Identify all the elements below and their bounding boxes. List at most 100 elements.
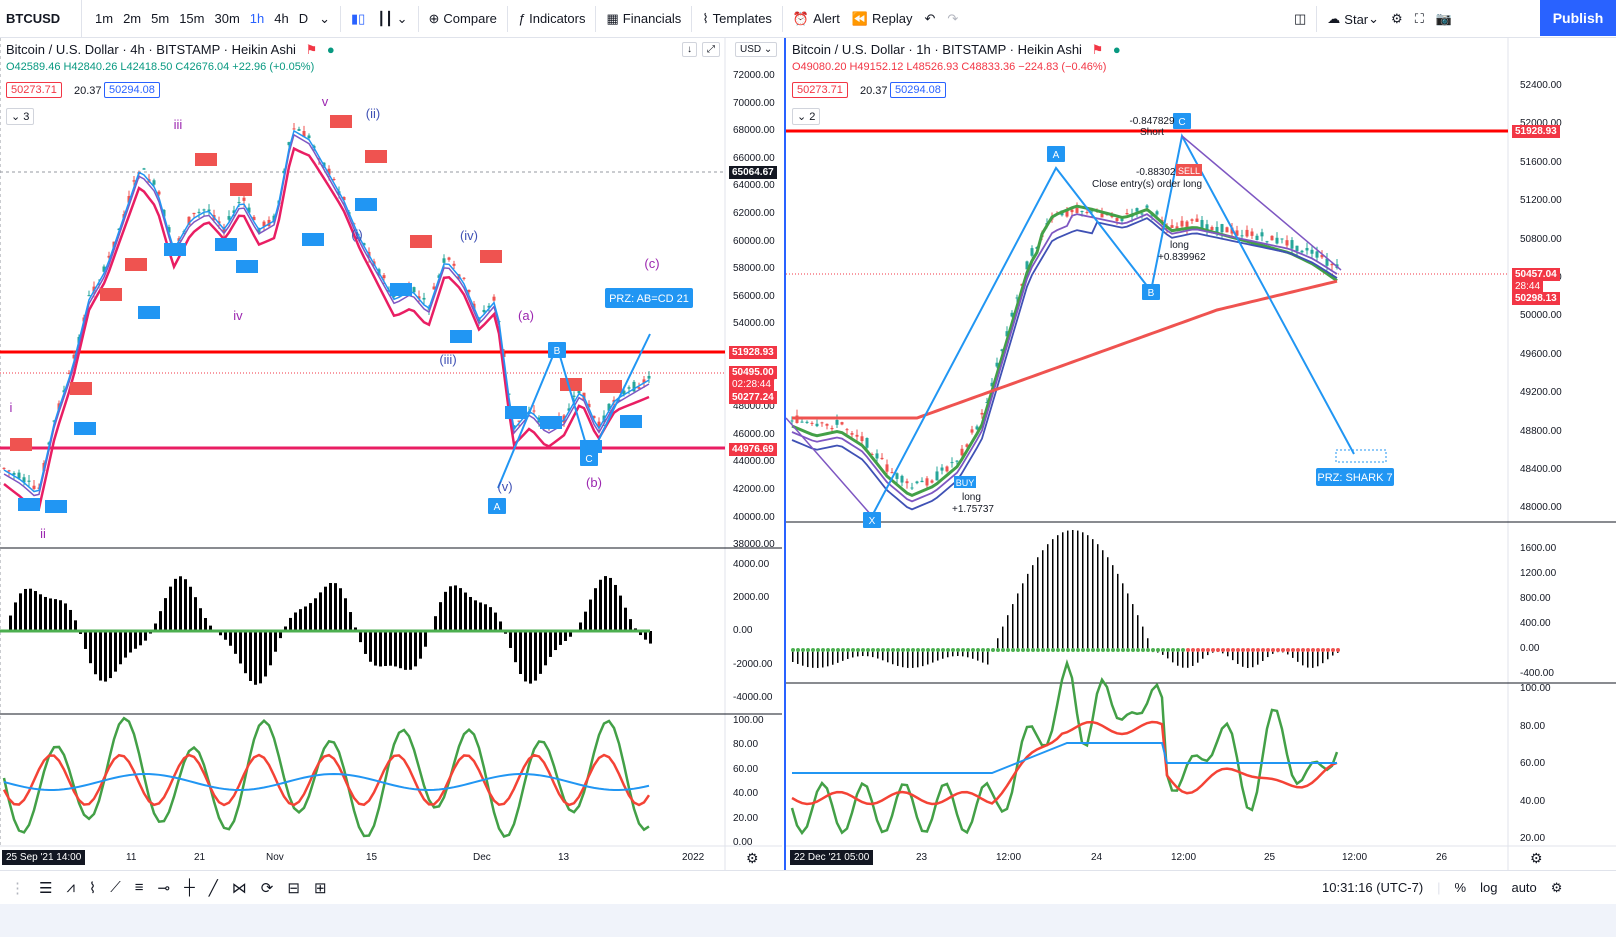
right-candle-body (1315, 251, 1319, 258)
ray-icon[interactable]: ╱ (208, 879, 218, 897)
bar-style-icon[interactable]: ▮▯ (351, 10, 366, 26)
left-osc-bar (584, 611, 587, 631)
fullscreen-icon[interactable]: ⛶ (1414, 11, 1424, 26)
indicators-button[interactable]: ƒ Indicators (517, 11, 586, 26)
timeframe-2m[interactable]: 2m (123, 11, 142, 26)
right-osc-dot (1226, 648, 1230, 652)
cloud-icon[interactable]: ☁ Star ⌄ (1327, 11, 1380, 27)
right-osc-dot (1136, 648, 1140, 652)
gear-icon[interactable]: ⚙ (1391, 11, 1403, 26)
left-osc-bar (64, 603, 67, 631)
left-candle-body (467, 289, 471, 293)
maximize-icon[interactable]: ⤢ (702, 42, 720, 57)
left-chart-panel[interactable]: A B C PRZ: AB=CD 21 iii v iv ii i (ii) (i) (iii) (iv… (0, 38, 782, 870)
right-osc-dot (1301, 648, 1305, 652)
right-osc-dot (1171, 648, 1175, 652)
timeframe-5m[interactable]: 5m (151, 11, 170, 26)
percent-toggle[interactable]: % (1454, 880, 1467, 895)
pattern-icon[interactable]: ⩘ (66, 879, 75, 896)
xabcd-icon[interactable]: ⋈ (231, 879, 247, 897)
right-candle-body (1000, 349, 1004, 352)
redo-icon[interactable]: ↷ (947, 10, 959, 26)
right-settings-gear-icon[interactable]: ⚙ (1530, 850, 1543, 866)
right-countdown-tag: 28:44 (1512, 280, 1544, 293)
left-osc-bar (264, 631, 267, 677)
right-price-label: 48800.00 (1520, 425, 1562, 437)
left-osc-bar (474, 600, 477, 631)
close-entry-label: Close entry(s) order long (1092, 179, 1202, 190)
compare-button[interactable]: ⊕ Compare (428, 10, 497, 27)
wave-icon[interactable]: ⌇ (88, 879, 97, 897)
financials-button[interactable]: ▦ Financials (606, 10, 682, 27)
left-candle-body (207, 209, 211, 212)
candle-style-icon[interactable]: ┃┃ ⌄ (377, 10, 408, 26)
timeframe-D[interactable]: D (298, 11, 309, 26)
right-osc-bar (837, 650, 839, 663)
right-osc-dot (956, 648, 960, 652)
right-osc-dot (971, 648, 975, 652)
drag-handle-icon[interactable]: ⋮ (10, 879, 25, 897)
right-collapse-button[interactable]: ⌄ 2 (792, 108, 821, 125)
right-chart-panel[interactable]: X A B C PRZ: SHARK 7 -0.847829 Short -0.883026 C… (784, 38, 1616, 870)
horizontal-ray-icon[interactable]: ⊸ (157, 879, 171, 897)
right-point-x-bg (863, 512, 881, 528)
right-candle-body (915, 481, 919, 484)
left-osc-bar (44, 596, 47, 631)
pitchfork-icon[interactable]: ≡ (134, 879, 144, 896)
left-candle-body (192, 212, 196, 215)
timeframe-30m[interactable]: 30m (214, 11, 240, 26)
right-candle-body (1275, 237, 1279, 244)
left-bid-box[interactable]: 50273.71 (6, 82, 62, 98)
left-collapse-button[interactable]: ⌄ 3 (6, 108, 35, 125)
left-settings-gear-icon[interactable]: ⚙ (746, 850, 759, 866)
chevron-down-icon[interactable]: ⌄ (319, 10, 331, 26)
log-toggle[interactable]: log (1480, 880, 1498, 895)
timeframe-4h[interactable]: 4h (274, 11, 289, 26)
right-osc-dot (1111, 648, 1115, 652)
left-osc-bar (119, 631, 122, 665)
right-prz-label: PRZ: SHARK 7 (1317, 472, 1392, 484)
undo-icon[interactable]: ↶ (924, 10, 936, 26)
right-bid-box[interactable]: 50273.71 (792, 82, 848, 98)
replay-button[interactable]: ⏪ Replay (851, 10, 913, 27)
templates-button[interactable]: ⌇ Templates (702, 10, 772, 27)
left-osc-bar (384, 631, 387, 667)
fib-icon[interactable]: ┼ (184, 879, 195, 896)
clock-time[interactable]: 10:31:16 (UTC-7) (1322, 880, 1424, 895)
trendline-icon[interactable]: ⟋ (110, 879, 121, 896)
timeframe-1h[interactable]: 1h (249, 11, 265, 26)
publish-button[interactable]: Publish (1540, 0, 1616, 36)
timeframe-1m[interactable]: 1m (95, 11, 114, 26)
left-ask-box[interactable]: 50294.08 (104, 82, 160, 98)
right-osc-bar (947, 650, 949, 658)
right-ask-box[interactable]: 50294.08 (890, 82, 946, 98)
right-osc-dot (1281, 648, 1285, 652)
scroll-down-icon[interactable]: ↓ (682, 42, 697, 57)
spiral-icon[interactable]: ⟳ (260, 879, 274, 897)
auto-toggle[interactable]: auto (1511, 880, 1537, 895)
right-osc-bar (1017, 593, 1019, 650)
right-time-cursor: 22 Dec '21 05:00 (790, 850, 874, 865)
right-prz-bg (1316, 468, 1394, 486)
alert-button[interactable]: ⏰ Alert (792, 10, 840, 27)
left-currency-select[interactable]: USD ⌄ (735, 42, 778, 57)
buy-signal-badge (215, 238, 237, 251)
symbol-search[interactable]: BTCUSD (0, 0, 82, 38)
left-time-label: 13 (558, 852, 570, 863)
left-price-label: 66000.00 (733, 152, 775, 164)
right-osc-dot (1076, 648, 1080, 652)
layout-icon[interactable]: ◫ (1294, 11, 1307, 26)
measure-icon[interactable]: ⊞ (313, 879, 327, 897)
left-osc-bar (489, 607, 492, 631)
right-osc-bar (1182, 650, 1184, 668)
camera-icon[interactable]: 📷 (1435, 11, 1452, 26)
chart-settings-icon[interactable]: ⚙ (1550, 879, 1563, 895)
left-osc-bar (109, 631, 112, 679)
right-rsi-green (790, 659, 1339, 836)
position-icon[interactable]: ⊟ (287, 879, 300, 897)
right-osc-dot (796, 648, 800, 652)
lines-icon[interactable]: ☰ (39, 879, 53, 897)
timeframe-15m[interactable]: 15m (179, 11, 205, 26)
